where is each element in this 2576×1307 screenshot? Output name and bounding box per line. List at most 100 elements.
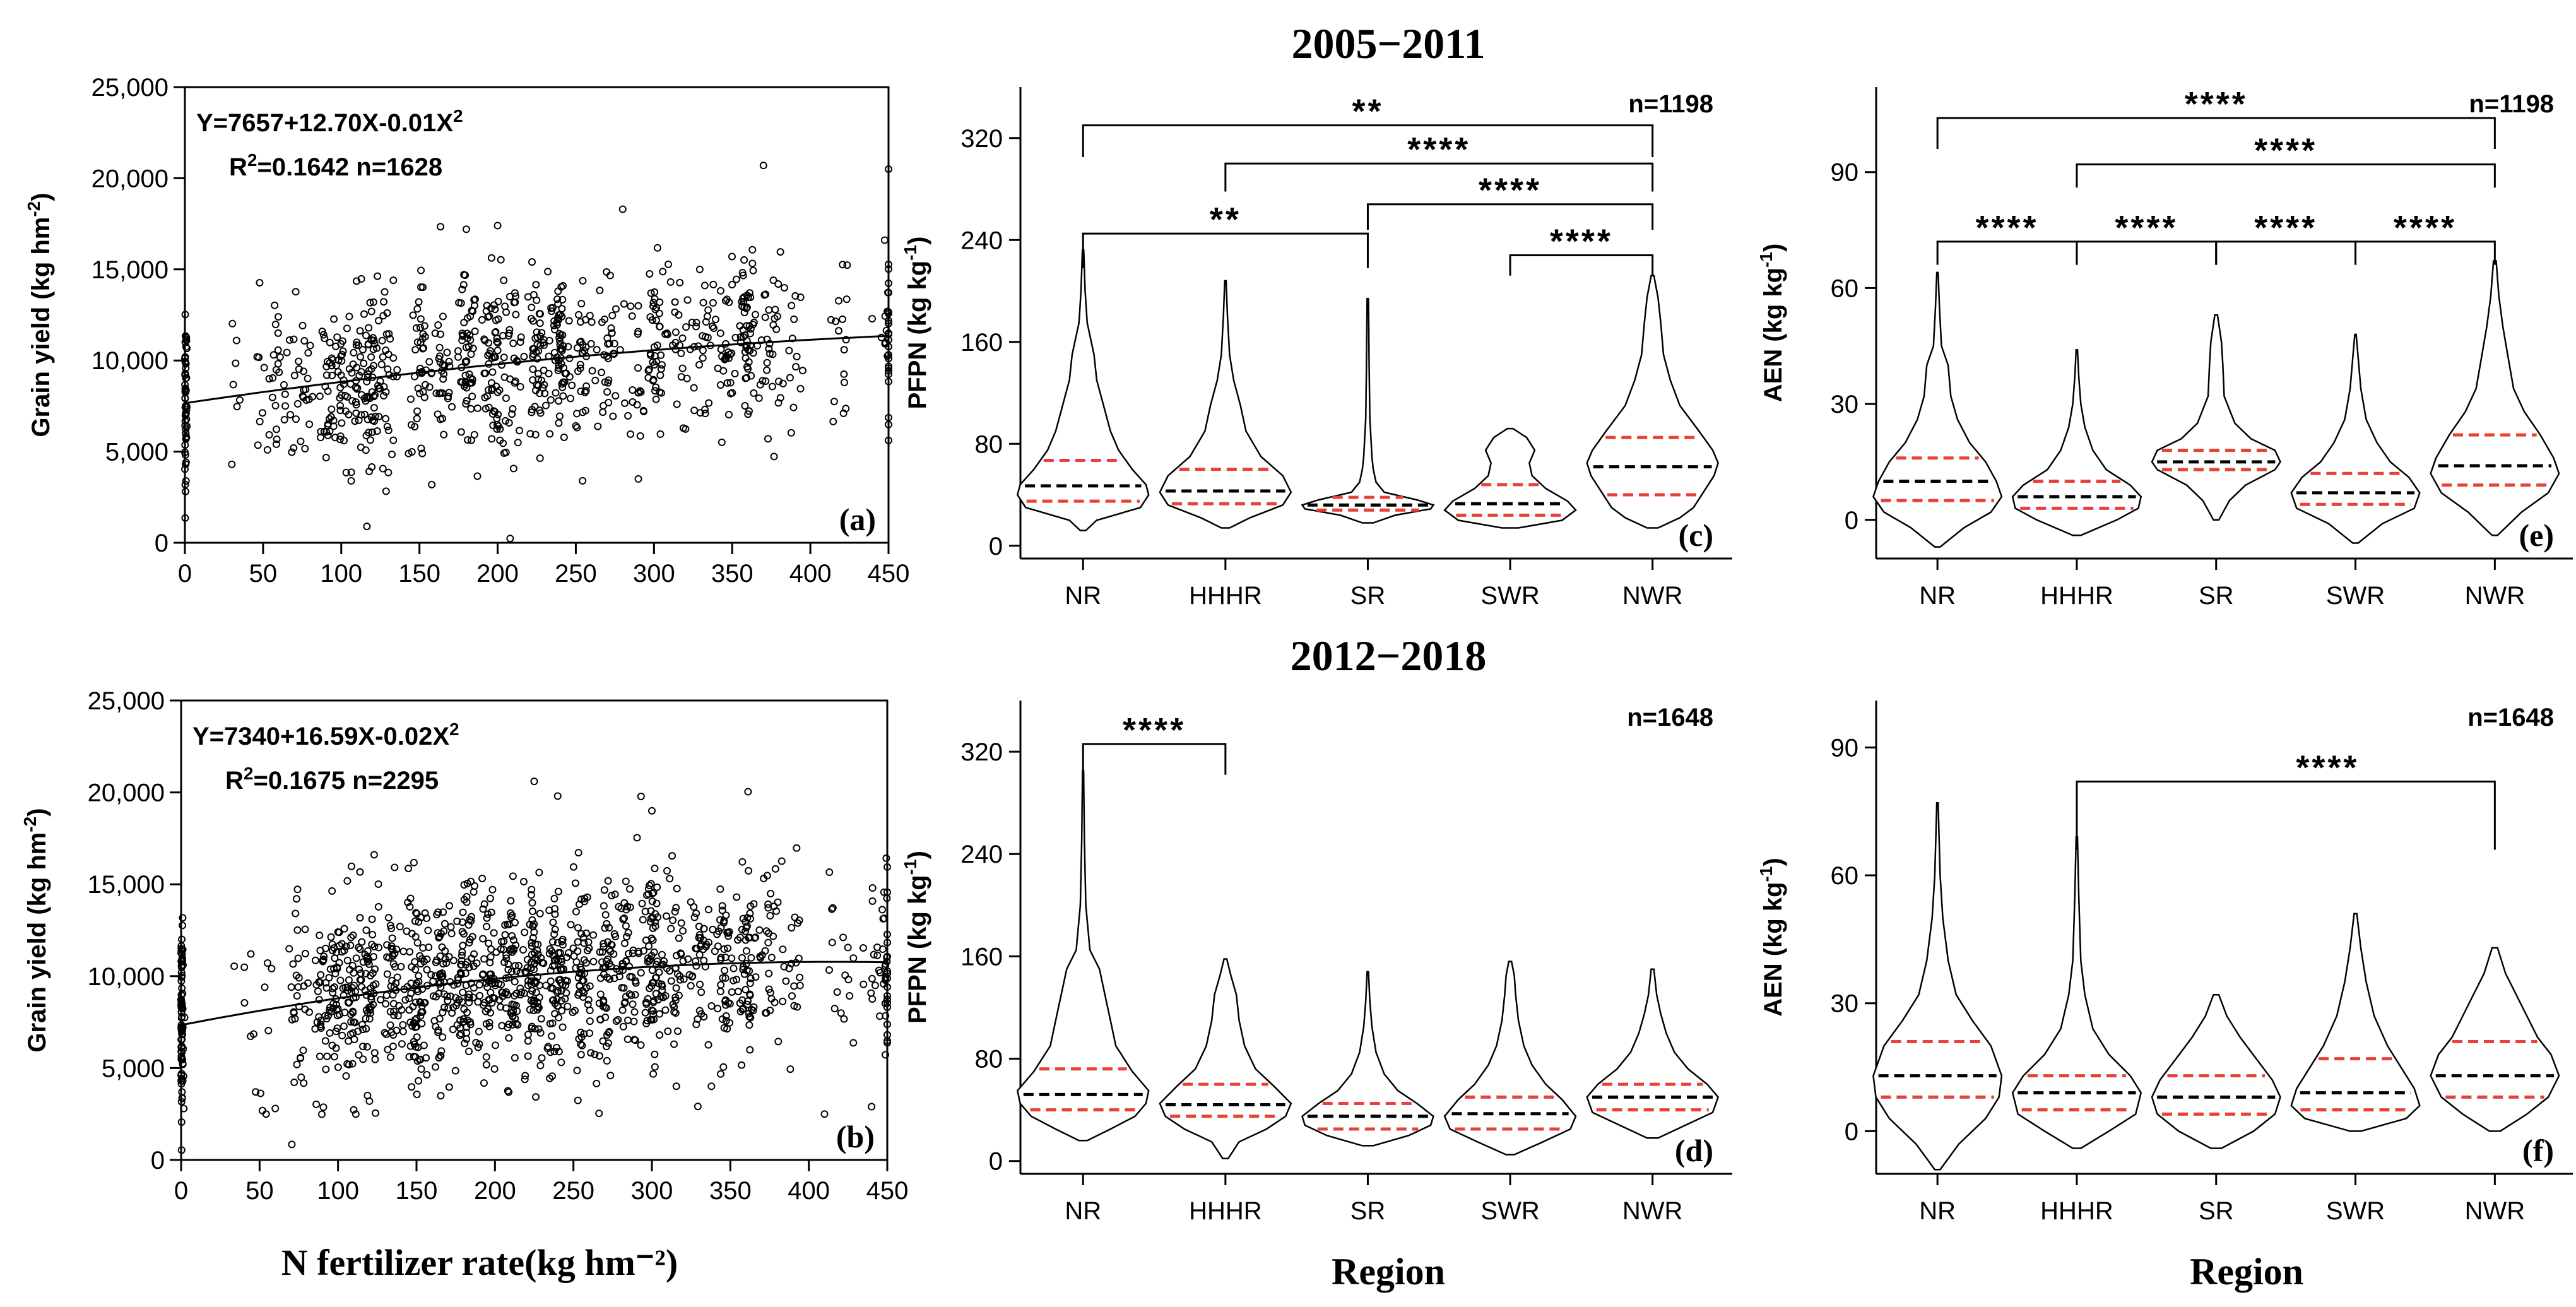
data-point: [673, 400, 681, 408]
data-point: [389, 1042, 397, 1050]
data-point: [332, 1044, 340, 1052]
data-point: [575, 989, 583, 997]
data-point: [569, 863, 577, 871]
data-point: [645, 942, 653, 950]
data-point: [871, 981, 879, 990]
plot-frame-b: [180, 699, 889, 1161]
data-point: [531, 1025, 539, 1033]
data-point: [612, 932, 620, 940]
y-tick-label-c: 240: [960, 227, 1003, 254]
data-point: [746, 909, 754, 918]
data-point: [749, 266, 757, 275]
data-point: [577, 387, 585, 396]
data-point: [288, 1015, 296, 1024]
data-point: [733, 893, 741, 901]
data-point: [849, 1039, 858, 1047]
data-point: [265, 430, 273, 439]
data-point: [658, 950, 666, 959]
data-point: [508, 931, 516, 940]
data-point: [839, 315, 847, 323]
data-point: [868, 995, 877, 1003]
data-point: [716, 287, 724, 295]
data-point: [762, 927, 771, 935]
data-point: [482, 1053, 490, 1061]
data-point: [634, 389, 642, 397]
data-point: [750, 389, 758, 397]
data-point: [538, 329, 546, 337]
data-point: [371, 1055, 379, 1063]
data-point: [179, 914, 187, 922]
data-point: [649, 377, 657, 385]
data-point: [349, 1008, 357, 1017]
data-point: [390, 1007, 398, 1015]
data-point: [378, 336, 386, 345]
data-point: [873, 951, 882, 959]
data-point: [885, 288, 892, 297]
data-point: [584, 1000, 592, 1008]
data-point: [663, 912, 671, 920]
y-tick-label-a: 5,000: [105, 439, 168, 466]
data-point: [552, 389, 560, 397]
data-point: [343, 956, 352, 964]
data-point: [762, 377, 770, 385]
data-point: [549, 918, 557, 926]
sig-bracket-d: [1082, 743, 1227, 775]
data-point: [377, 996, 385, 1004]
data-point: [409, 1002, 417, 1010]
data-point: [331, 434, 340, 442]
data-point: [657, 351, 665, 359]
data-point: [652, 990, 660, 998]
data-point: [399, 1020, 407, 1029]
data-point: [519, 878, 528, 886]
x-tick-label-a: 250: [555, 560, 597, 588]
data-point: [258, 409, 266, 417]
data-point: [718, 902, 726, 910]
data-point: [603, 334, 612, 342]
data-point: [292, 415, 300, 423]
sig-label-e: ****: [2254, 131, 2317, 169]
data-point: [612, 1017, 620, 1026]
data-point: [883, 352, 892, 360]
data-point: [551, 961, 559, 969]
data-point: [531, 403, 539, 411]
data-point: [347, 476, 355, 485]
data-point: [398, 1040, 406, 1048]
data-point: [618, 1006, 627, 1014]
data-point: [405, 995, 413, 1003]
sig-bracket-c: [1224, 162, 1654, 192]
y-tick-label-a: 10,000: [92, 347, 168, 375]
data-point: [445, 953, 453, 961]
data-point: [315, 995, 323, 1003]
data-point: [743, 1000, 752, 1008]
data-point: [370, 851, 378, 859]
data-point: [485, 996, 493, 1004]
data-point: [536, 454, 544, 463]
data-point: [603, 352, 612, 360]
data-point: [885, 351, 892, 359]
data-point: [414, 1043, 422, 1051]
data-point: [726, 379, 735, 387]
data-point: [439, 375, 447, 383]
data-point: [352, 993, 360, 1002]
data-point: [883, 995, 891, 1003]
data-point: [473, 959, 481, 967]
sig-label-e: ****: [2394, 209, 2457, 247]
data-point: [468, 376, 476, 384]
data-point: [565, 373, 574, 381]
data-point: [611, 890, 619, 899]
data-point: [559, 281, 567, 290]
data-point: [828, 938, 836, 947]
data-point: [425, 358, 434, 366]
data-point: [837, 1009, 845, 1017]
data-point: [182, 434, 191, 442]
violin-SR: [2151, 314, 2281, 521]
data-point: [387, 945, 396, 953]
data-point: [574, 938, 582, 946]
data-point: [707, 1082, 716, 1091]
sig-label-e: ****: [1976, 209, 2039, 247]
data-point: [328, 371, 336, 379]
data-point: [410, 858, 418, 866]
scatter-x-axis-title: N fertilizer rate(kg hm⁻²): [281, 1242, 678, 1283]
data-point: [728, 988, 736, 996]
